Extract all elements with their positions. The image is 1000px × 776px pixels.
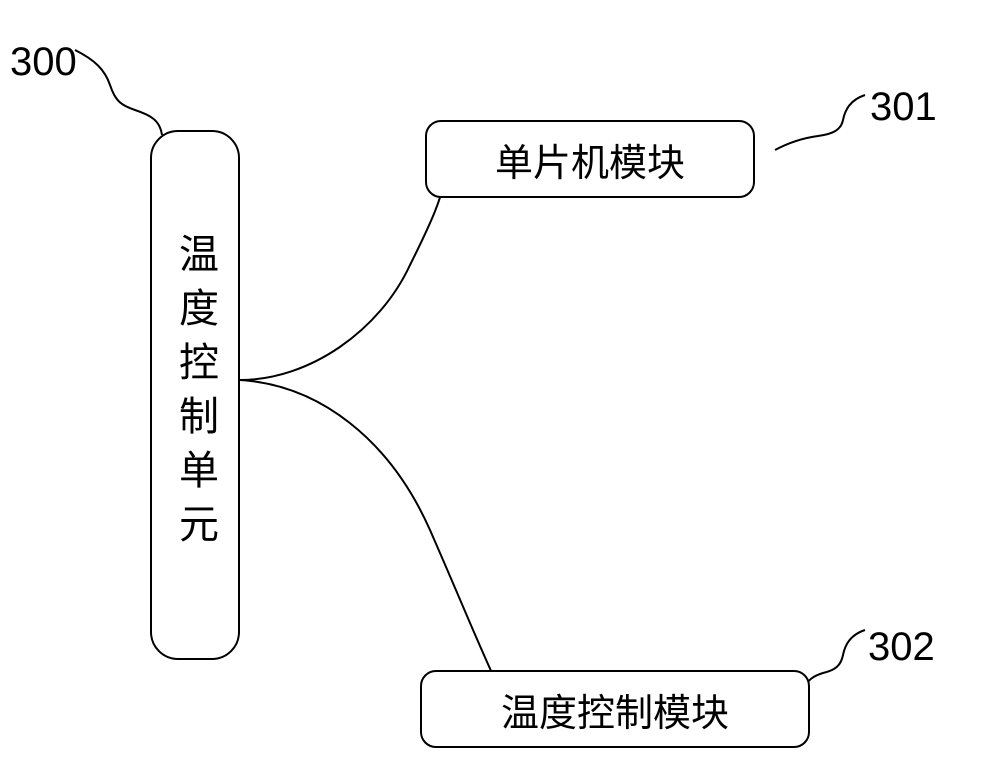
node-mcu-label: 单片机模块 <box>495 132 685 187</box>
edge-main-to-tempctrl <box>240 380 500 690</box>
callout-label-302: 302 <box>868 625 935 670</box>
callout-label-300: 300 <box>10 40 77 85</box>
callout-squiggle-302 <box>804 630 865 688</box>
node-main-label: 温度控制单元 <box>166 233 224 557</box>
node-mcu-module: 单片机模块 <box>425 120 755 198</box>
node-temperature-control-unit: 温度控制单元 <box>150 130 240 660</box>
callout-squiggle-301 <box>775 95 865 150</box>
callout-squiggle-300 <box>75 50 162 135</box>
callout-label-301: 301 <box>870 85 937 130</box>
edge-main-to-mcu <box>240 180 445 380</box>
diagram-canvas: 温度控制单元 单片机模块 温度控制模块 300 301 302 <box>0 0 1000 776</box>
node-tempctrl-label: 温度控制模块 <box>501 682 729 737</box>
node-temperature-control-module: 温度控制模块 <box>420 670 810 748</box>
